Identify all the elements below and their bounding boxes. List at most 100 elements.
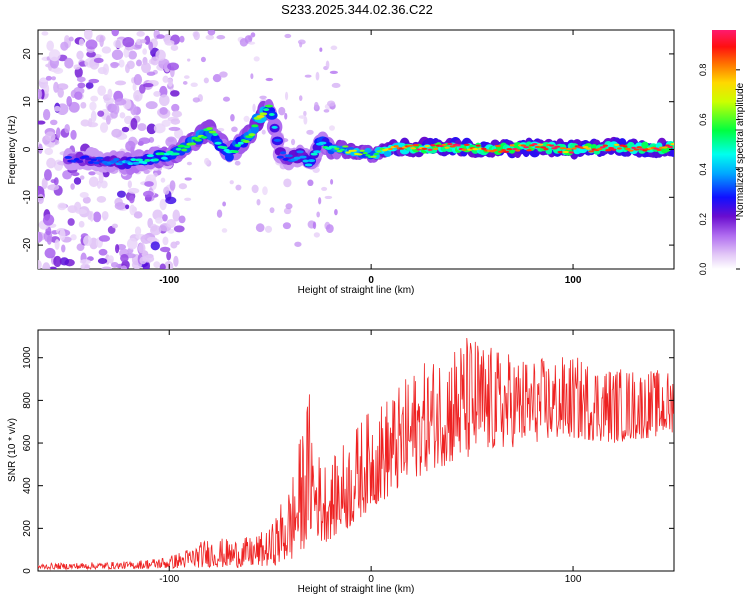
spectrogram-noise-cell bbox=[204, 157, 210, 165]
spectrogram-noise-cell bbox=[80, 101, 87, 109]
spectrogram-noise-cell bbox=[163, 186, 170, 195]
spectrogram-noise-cell bbox=[64, 57, 74, 69]
spectrogram-noise-cell bbox=[139, 84, 146, 94]
spectrogram-ridge-cell bbox=[370, 155, 377, 158]
spectrogram-ridge-cell bbox=[231, 150, 239, 154]
spectrogram-noise-cell bbox=[229, 180, 234, 185]
spectrogram-noise-cell bbox=[116, 190, 126, 198]
spectrogram-noise-cell bbox=[178, 215, 186, 224]
spectrogram-noise-cell bbox=[73, 177, 82, 185]
spectrogram-ridge-cell bbox=[449, 145, 456, 148]
spectrogram-noise-cell bbox=[97, 66, 107, 75]
snr-xtick-label: -100 bbox=[159, 574, 179, 585]
spectrogram-ridge-cell bbox=[224, 152, 234, 162]
spectrogram-ridge-cell bbox=[463, 143, 470, 146]
spectrogram-noise-cell bbox=[219, 71, 228, 78]
spectrogram-ridge-cell bbox=[263, 108, 270, 112]
spectrogram-noise-cell bbox=[51, 76, 56, 81]
spectrogram-noise-cell bbox=[159, 246, 171, 253]
spectrogram-ridge-cell bbox=[359, 149, 365, 152]
spectrogram-noise-cell bbox=[54, 105, 61, 112]
spectrogram-ridge-cell bbox=[345, 151, 351, 154]
spectrogram-noise-cell bbox=[38, 231, 43, 243]
spectrogram-noise-cell bbox=[122, 37, 135, 48]
spectrogram-noise-cell bbox=[173, 225, 185, 233]
spectrogram-noise-cell bbox=[222, 96, 231, 102]
colorbar-scale bbox=[712, 30, 736, 269]
spectrogram-ridge-cell bbox=[526, 149, 532, 152]
spectrogram-noise-cell bbox=[140, 234, 152, 244]
spectrogram-noise-cell bbox=[53, 255, 62, 268]
spectrogram-ridge-cell bbox=[625, 147, 631, 151]
spectrogram-noise-cell bbox=[164, 40, 175, 46]
spectrogram-ridge-cell bbox=[427, 148, 433, 151]
spectrogram-noise-cell bbox=[173, 255, 179, 267]
spectrogram-noise-cell bbox=[68, 101, 80, 113]
spectrogram-noise-cell bbox=[96, 196, 107, 203]
spectrogram-noise-cell bbox=[200, 56, 206, 63]
spectrogram-noise-cell bbox=[43, 169, 52, 181]
spectrogram-ridge-cell bbox=[219, 146, 228, 150]
spectrogram-ridge-cell bbox=[302, 159, 310, 163]
spectrogram-noise-cell bbox=[38, 193, 44, 205]
spectrogram-ridge-cell bbox=[617, 147, 622, 150]
spectrogram-ridge-cell bbox=[446, 142, 453, 146]
spectrogram-noise-cell bbox=[111, 49, 124, 61]
spectrogram-noise-cell bbox=[150, 225, 162, 236]
spectrogram-ridge-cell bbox=[134, 158, 144, 162]
spectrogram-ridge-cell bbox=[307, 159, 316, 163]
colorbar-tick-label: 0.0 bbox=[698, 263, 708, 276]
spectrogram-noise-cell bbox=[105, 115, 111, 125]
spectrogram-ridge-cell bbox=[492, 149, 498, 152]
spectrogram-ridge-cell bbox=[109, 160, 118, 164]
spectrogram-noise-cell bbox=[187, 58, 191, 62]
spectrogram-ridge-cell bbox=[602, 144, 609, 147]
spectrogram-noise-cell bbox=[299, 95, 303, 102]
colorbar-tick-label: 0.8 bbox=[698, 64, 708, 77]
spectrogram-noise-cell bbox=[130, 104, 138, 116]
spectrogram-noise-cell bbox=[88, 171, 96, 176]
spectrogram-ridge-cell bbox=[611, 148, 617, 151]
spectrogram-ridge-cell bbox=[537, 143, 544, 146]
spectrogram-noise-cell bbox=[141, 62, 152, 74]
spectrogram-ridge-cell bbox=[84, 157, 92, 161]
spectrogram-ridge-cell bbox=[501, 149, 506, 152]
snr-xtick-label: 0 bbox=[368, 574, 374, 585]
spectrogram-noise-cell bbox=[47, 184, 60, 191]
spectrogram-ridge-cell bbox=[87, 160, 94, 164]
spectrogram-noise-cell bbox=[265, 77, 274, 82]
spectrogram-noise-cell bbox=[146, 236, 158, 242]
spectrogram-ridge-cell bbox=[304, 163, 313, 167]
spectrogram-noise-cell bbox=[44, 247, 56, 259]
spectrogram-noise-cell bbox=[133, 74, 143, 86]
spectrogram-noise-cell bbox=[150, 178, 157, 190]
spectrogram-noise-cell bbox=[126, 237, 138, 250]
spectrogram-ridge-cell bbox=[388, 147, 393, 151]
spectrogram-ridge-cell bbox=[141, 161, 148, 165]
spectrogram-noise-cell bbox=[175, 240, 180, 245]
spectrogram-ridge-cell bbox=[264, 104, 274, 108]
spectrogram-ridge-cell bbox=[665, 144, 670, 147]
spectrogram-noise-cell bbox=[252, 103, 256, 113]
spectrogram-noise-cell bbox=[145, 174, 157, 182]
spectrogram-noise-cell bbox=[284, 33, 292, 39]
spectrogram-ridge-cell bbox=[410, 147, 417, 150]
spectrogram-ridge-cell bbox=[90, 158, 98, 162]
spectrogram-noise-cell bbox=[183, 75, 190, 79]
spectrogram-noise-cell bbox=[120, 254, 129, 263]
spectrogram-noise-cell bbox=[120, 265, 127, 269]
spectrogram-ridge-cell bbox=[565, 147, 572, 151]
spectrogram-noise-cell bbox=[64, 35, 70, 44]
spectrogram-noise-cell bbox=[48, 49, 61, 62]
spectrogram-noise-cell bbox=[146, 71, 156, 76]
spectrogram-noise-cell bbox=[190, 82, 198, 88]
chart-title: S233.2025.344.02.36.C22 bbox=[281, 2, 433, 17]
spectrogram-noise-cell bbox=[42, 262, 51, 269]
spectrogram-noise-cell bbox=[88, 78, 100, 84]
spectrogram-noise-cell bbox=[98, 248, 108, 256]
spectrogram-ridge-cell bbox=[194, 138, 203, 142]
spectrogram-ridge-cell bbox=[95, 156, 104, 160]
spectrogram-noise-cell bbox=[38, 143, 43, 154]
spectrogram-ridge-cell bbox=[613, 143, 620, 146]
